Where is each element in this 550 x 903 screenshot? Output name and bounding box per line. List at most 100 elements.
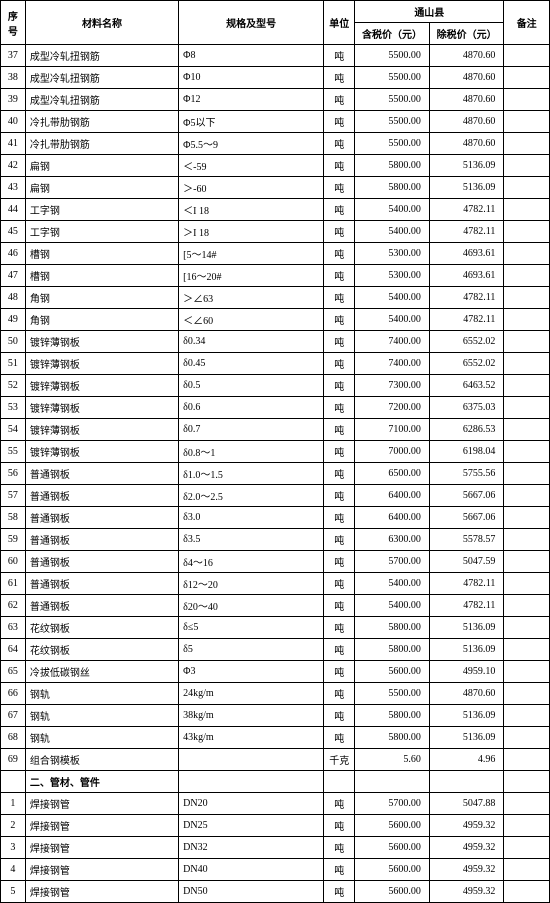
table-row: 43扁钢＞-60吨5800.005136.09 [1,177,550,199]
cell-seq: 48 [1,287,26,309]
table-row: 67钢轨38kg/m吨5800.005136.09 [1,705,550,727]
cell-seq: 69 [1,749,26,771]
cell-spec: DN50 [179,881,324,903]
cell-price-without-tax: 5578.57 [429,529,504,551]
cell-spec: DN40 [179,859,324,881]
cell-unit: 吨 [324,881,355,903]
cell-unit: 吨 [324,243,355,265]
cell-name: 组合钢模板 [25,749,178,771]
cell-spec: δ12～20 [179,573,324,595]
cell-price-with-tax: 5500.00 [355,67,430,89]
cell-spec: δ0.5 [179,375,324,397]
cell-price-without-tax: 5136.09 [429,617,504,639]
cell-price-without-tax: 4959.32 [429,815,504,837]
cell-seq: 42 [1,155,26,177]
header-price-with-tax: 含税价（元） [355,23,430,45]
cell-name: 焊接钢管 [25,837,178,859]
cell-price-with-tax: 7400.00 [355,353,430,375]
cell-unit: 吨 [324,353,355,375]
cell-name: 花纹钢板 [25,617,178,639]
cell-spec: δ0.45 [179,353,324,375]
cell-note [504,177,550,199]
cell-name: 普通钢板 [25,551,178,573]
cell-price-with-tax: 6400.00 [355,507,430,529]
table-row: 65冷拔低碳钢丝Φ3吨5600.004959.10 [1,661,550,683]
cell-note [504,45,550,67]
cell-price-without-tax: 5667.06 [429,485,504,507]
cell-note [504,705,550,727]
cell-unit: 吨 [324,551,355,573]
cell-unit: 吨 [324,67,355,89]
cell-spec: ＞I 18 [179,221,324,243]
cell-seq: 2 [1,815,26,837]
cell-price-with-tax: 5400.00 [355,287,430,309]
cell-name: 角钢 [25,309,178,331]
cell-spec: δ4～16 [179,551,324,573]
cell-seq: 65 [1,661,26,683]
cell-spec: δ0.7 [179,419,324,441]
cell-seq: 44 [1,199,26,221]
cell-price-without-tax: 5755.56 [429,463,504,485]
cell-unit: 吨 [324,705,355,727]
cell-name: 扁钢 [25,155,178,177]
cell-unit: 吨 [324,89,355,111]
cell-seq: 63 [1,617,26,639]
cell-seq: 62 [1,595,26,617]
cell-price-without-tax: 5047.88 [429,793,504,815]
cell-name: 角钢 [25,287,178,309]
cell-price-with-tax: 5800.00 [355,155,430,177]
cell-note [504,815,550,837]
cell-price-without-tax: 4782.11 [429,199,504,221]
cell-note [504,309,550,331]
cell-note [504,155,550,177]
cell-spec: Φ5.5～9 [179,133,324,155]
cell-note [504,287,550,309]
header-name: 材料名称 [25,1,178,45]
cell-price-without-tax: 5047.59 [429,551,504,573]
cell-note [504,639,550,661]
cell-note [504,375,550,397]
cell-note [504,573,550,595]
cell-price-with-tax: 5800.00 [355,639,430,661]
cell-name: 成型冷轧扭钢筋 [25,45,178,67]
cell-seq: 47 [1,265,26,287]
table-row: 69组合钢模板千克5.604.96 [1,749,550,771]
cell-note [504,881,550,903]
cell-unit: 吨 [324,375,355,397]
cell-spec: δ2.0～2.5 [179,485,324,507]
table-row: 46槽钢[5～14#吨5300.004693.61 [1,243,550,265]
cell-seq: 5 [1,881,26,903]
cell-spec: Φ12 [179,89,324,111]
cell-price-without-tax: 4693.61 [429,265,504,287]
cell-note [504,243,550,265]
cell-unit: 吨 [324,617,355,639]
cell-price-without-tax: 6552.02 [429,331,504,353]
cell-price-with-tax: 6300.00 [355,529,430,551]
cell-spec: δ0.8～1 [179,441,324,463]
cell-price-with-tax: 5800.00 [355,177,430,199]
cell-unit: 吨 [324,837,355,859]
cell-price-with-tax: 7300.00 [355,375,430,397]
cell-price-without-tax: 6463.52 [429,375,504,397]
cell-name: 成型冷轧扭钢筋 [25,67,178,89]
cell-unit: 吨 [324,199,355,221]
cell-spec: DN32 [179,837,324,859]
cell-name: 镀锌薄钢板 [25,353,178,375]
cell-note [504,133,550,155]
cell-price-with-tax: 5500.00 [355,111,430,133]
cell-unit: 吨 [324,507,355,529]
cell-note [504,331,550,353]
cell-price-with-tax: 5700.00 [355,551,430,573]
cell-seq: 67 [1,705,26,727]
table-row: 45工字钢＞I 18吨5400.004782.11 [1,221,550,243]
header-note: 备注 [504,1,550,45]
cell-spec: [5～14# [179,243,324,265]
table-row: 42扁钢＜-59吨5800.005136.09 [1,155,550,177]
header-spec: 规格及型号 [179,1,324,45]
cell-spec: Φ8 [179,45,324,67]
cell-unit: 吨 [324,133,355,155]
cell-seq: 60 [1,551,26,573]
cell-note [504,265,550,287]
cell-price-without-tax: 4782.11 [429,309,504,331]
cell-seq: 39 [1,89,26,111]
